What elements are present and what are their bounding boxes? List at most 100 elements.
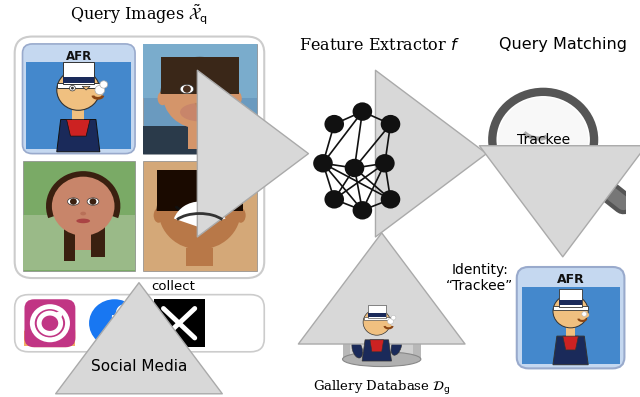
Bar bbox=[559, 300, 582, 305]
FancyBboxPatch shape bbox=[24, 323, 76, 347]
Circle shape bbox=[324, 190, 344, 208]
Circle shape bbox=[100, 81, 108, 88]
Bar bbox=[91, 206, 105, 257]
Polygon shape bbox=[370, 340, 383, 352]
Circle shape bbox=[363, 309, 390, 335]
Circle shape bbox=[55, 312, 62, 318]
Ellipse shape bbox=[87, 198, 99, 205]
Circle shape bbox=[345, 159, 364, 177]
Circle shape bbox=[183, 85, 191, 93]
Ellipse shape bbox=[391, 337, 402, 355]
Ellipse shape bbox=[68, 198, 79, 205]
Bar bbox=[143, 161, 257, 271]
Bar bbox=[364, 317, 390, 320]
Ellipse shape bbox=[76, 219, 90, 223]
Bar bbox=[63, 77, 94, 83]
Bar bbox=[553, 306, 588, 310]
Bar bbox=[566, 327, 575, 338]
Circle shape bbox=[90, 198, 97, 205]
Bar bbox=[188, 126, 211, 149]
Bar bbox=[76, 232, 91, 251]
FancyBboxPatch shape bbox=[24, 331, 76, 346]
Ellipse shape bbox=[80, 212, 86, 216]
Bar bbox=[342, 290, 421, 359]
Circle shape bbox=[353, 201, 372, 220]
Circle shape bbox=[159, 172, 241, 249]
Ellipse shape bbox=[383, 323, 392, 329]
Text: Query Matching: Query Matching bbox=[499, 37, 627, 52]
Text: collect: collect bbox=[152, 280, 196, 293]
Wedge shape bbox=[157, 170, 243, 211]
Bar bbox=[342, 290, 350, 359]
Bar bbox=[143, 44, 257, 154]
Text: AFR: AFR bbox=[557, 274, 584, 286]
Bar bbox=[22, 161, 135, 271]
Circle shape bbox=[324, 115, 344, 133]
Text: Feature Extractor $f$: Feature Extractor $f$ bbox=[300, 37, 460, 54]
Ellipse shape bbox=[352, 340, 363, 358]
Bar bbox=[161, 57, 239, 94]
Text: AFR: AFR bbox=[66, 50, 92, 64]
Circle shape bbox=[70, 198, 77, 205]
Ellipse shape bbox=[579, 312, 589, 318]
Text: Gallery Database $\mathcal{D}_\mathrm{g}$: Gallery Database $\mathcal{D}_\mathrm{g}… bbox=[313, 380, 451, 397]
Bar bbox=[186, 248, 213, 266]
Text: Social Media: Social Media bbox=[91, 359, 187, 374]
Circle shape bbox=[95, 85, 105, 94]
Polygon shape bbox=[195, 103, 205, 114]
Ellipse shape bbox=[157, 91, 167, 105]
Ellipse shape bbox=[180, 103, 220, 121]
Ellipse shape bbox=[232, 91, 242, 105]
Circle shape bbox=[52, 177, 115, 236]
Circle shape bbox=[57, 70, 100, 110]
Circle shape bbox=[71, 87, 74, 90]
Circle shape bbox=[492, 92, 594, 188]
Ellipse shape bbox=[342, 352, 421, 366]
Ellipse shape bbox=[236, 208, 246, 223]
FancyBboxPatch shape bbox=[516, 267, 625, 368]
Bar bbox=[63, 206, 76, 262]
FancyBboxPatch shape bbox=[22, 44, 135, 154]
FancyBboxPatch shape bbox=[24, 299, 76, 347]
Polygon shape bbox=[553, 336, 588, 365]
Polygon shape bbox=[57, 119, 100, 152]
Bar bbox=[72, 106, 84, 120]
Bar bbox=[143, 44, 257, 98]
Ellipse shape bbox=[180, 85, 194, 94]
FancyBboxPatch shape bbox=[15, 37, 264, 278]
Text: f: f bbox=[109, 304, 126, 346]
Circle shape bbox=[553, 295, 588, 328]
Bar bbox=[413, 290, 421, 359]
Circle shape bbox=[391, 315, 396, 320]
Bar bbox=[22, 216, 135, 270]
Bar bbox=[157, 170, 243, 211]
Wedge shape bbox=[161, 57, 239, 94]
Ellipse shape bbox=[89, 89, 103, 98]
Circle shape bbox=[70, 85, 76, 91]
Circle shape bbox=[89, 299, 140, 347]
Wedge shape bbox=[174, 202, 225, 227]
Circle shape bbox=[353, 102, 372, 121]
Bar bbox=[63, 62, 94, 85]
Circle shape bbox=[381, 190, 400, 208]
Ellipse shape bbox=[205, 85, 220, 94]
FancyBboxPatch shape bbox=[15, 295, 264, 352]
Polygon shape bbox=[362, 340, 392, 361]
Wedge shape bbox=[46, 171, 120, 218]
Polygon shape bbox=[67, 119, 90, 136]
Text: Trackee: Trackee bbox=[516, 133, 570, 147]
Bar bbox=[26, 62, 131, 149]
Circle shape bbox=[209, 85, 216, 93]
Text: Identity:
“Trackee”: Identity: “Trackee” bbox=[446, 263, 513, 293]
Bar bbox=[154, 299, 205, 347]
Circle shape bbox=[313, 154, 333, 173]
Circle shape bbox=[388, 319, 394, 324]
Bar bbox=[368, 313, 386, 317]
Circle shape bbox=[163, 59, 237, 129]
Ellipse shape bbox=[342, 283, 421, 297]
Bar bbox=[57, 83, 100, 88]
Circle shape bbox=[498, 97, 588, 182]
Bar bbox=[559, 289, 582, 306]
Text: Query Images $\tilde{\mathcal{X}}_\mathrm{q}$: Query Images $\tilde{\mathcal{X}}_\mathr… bbox=[70, 3, 209, 27]
Polygon shape bbox=[82, 86, 90, 90]
